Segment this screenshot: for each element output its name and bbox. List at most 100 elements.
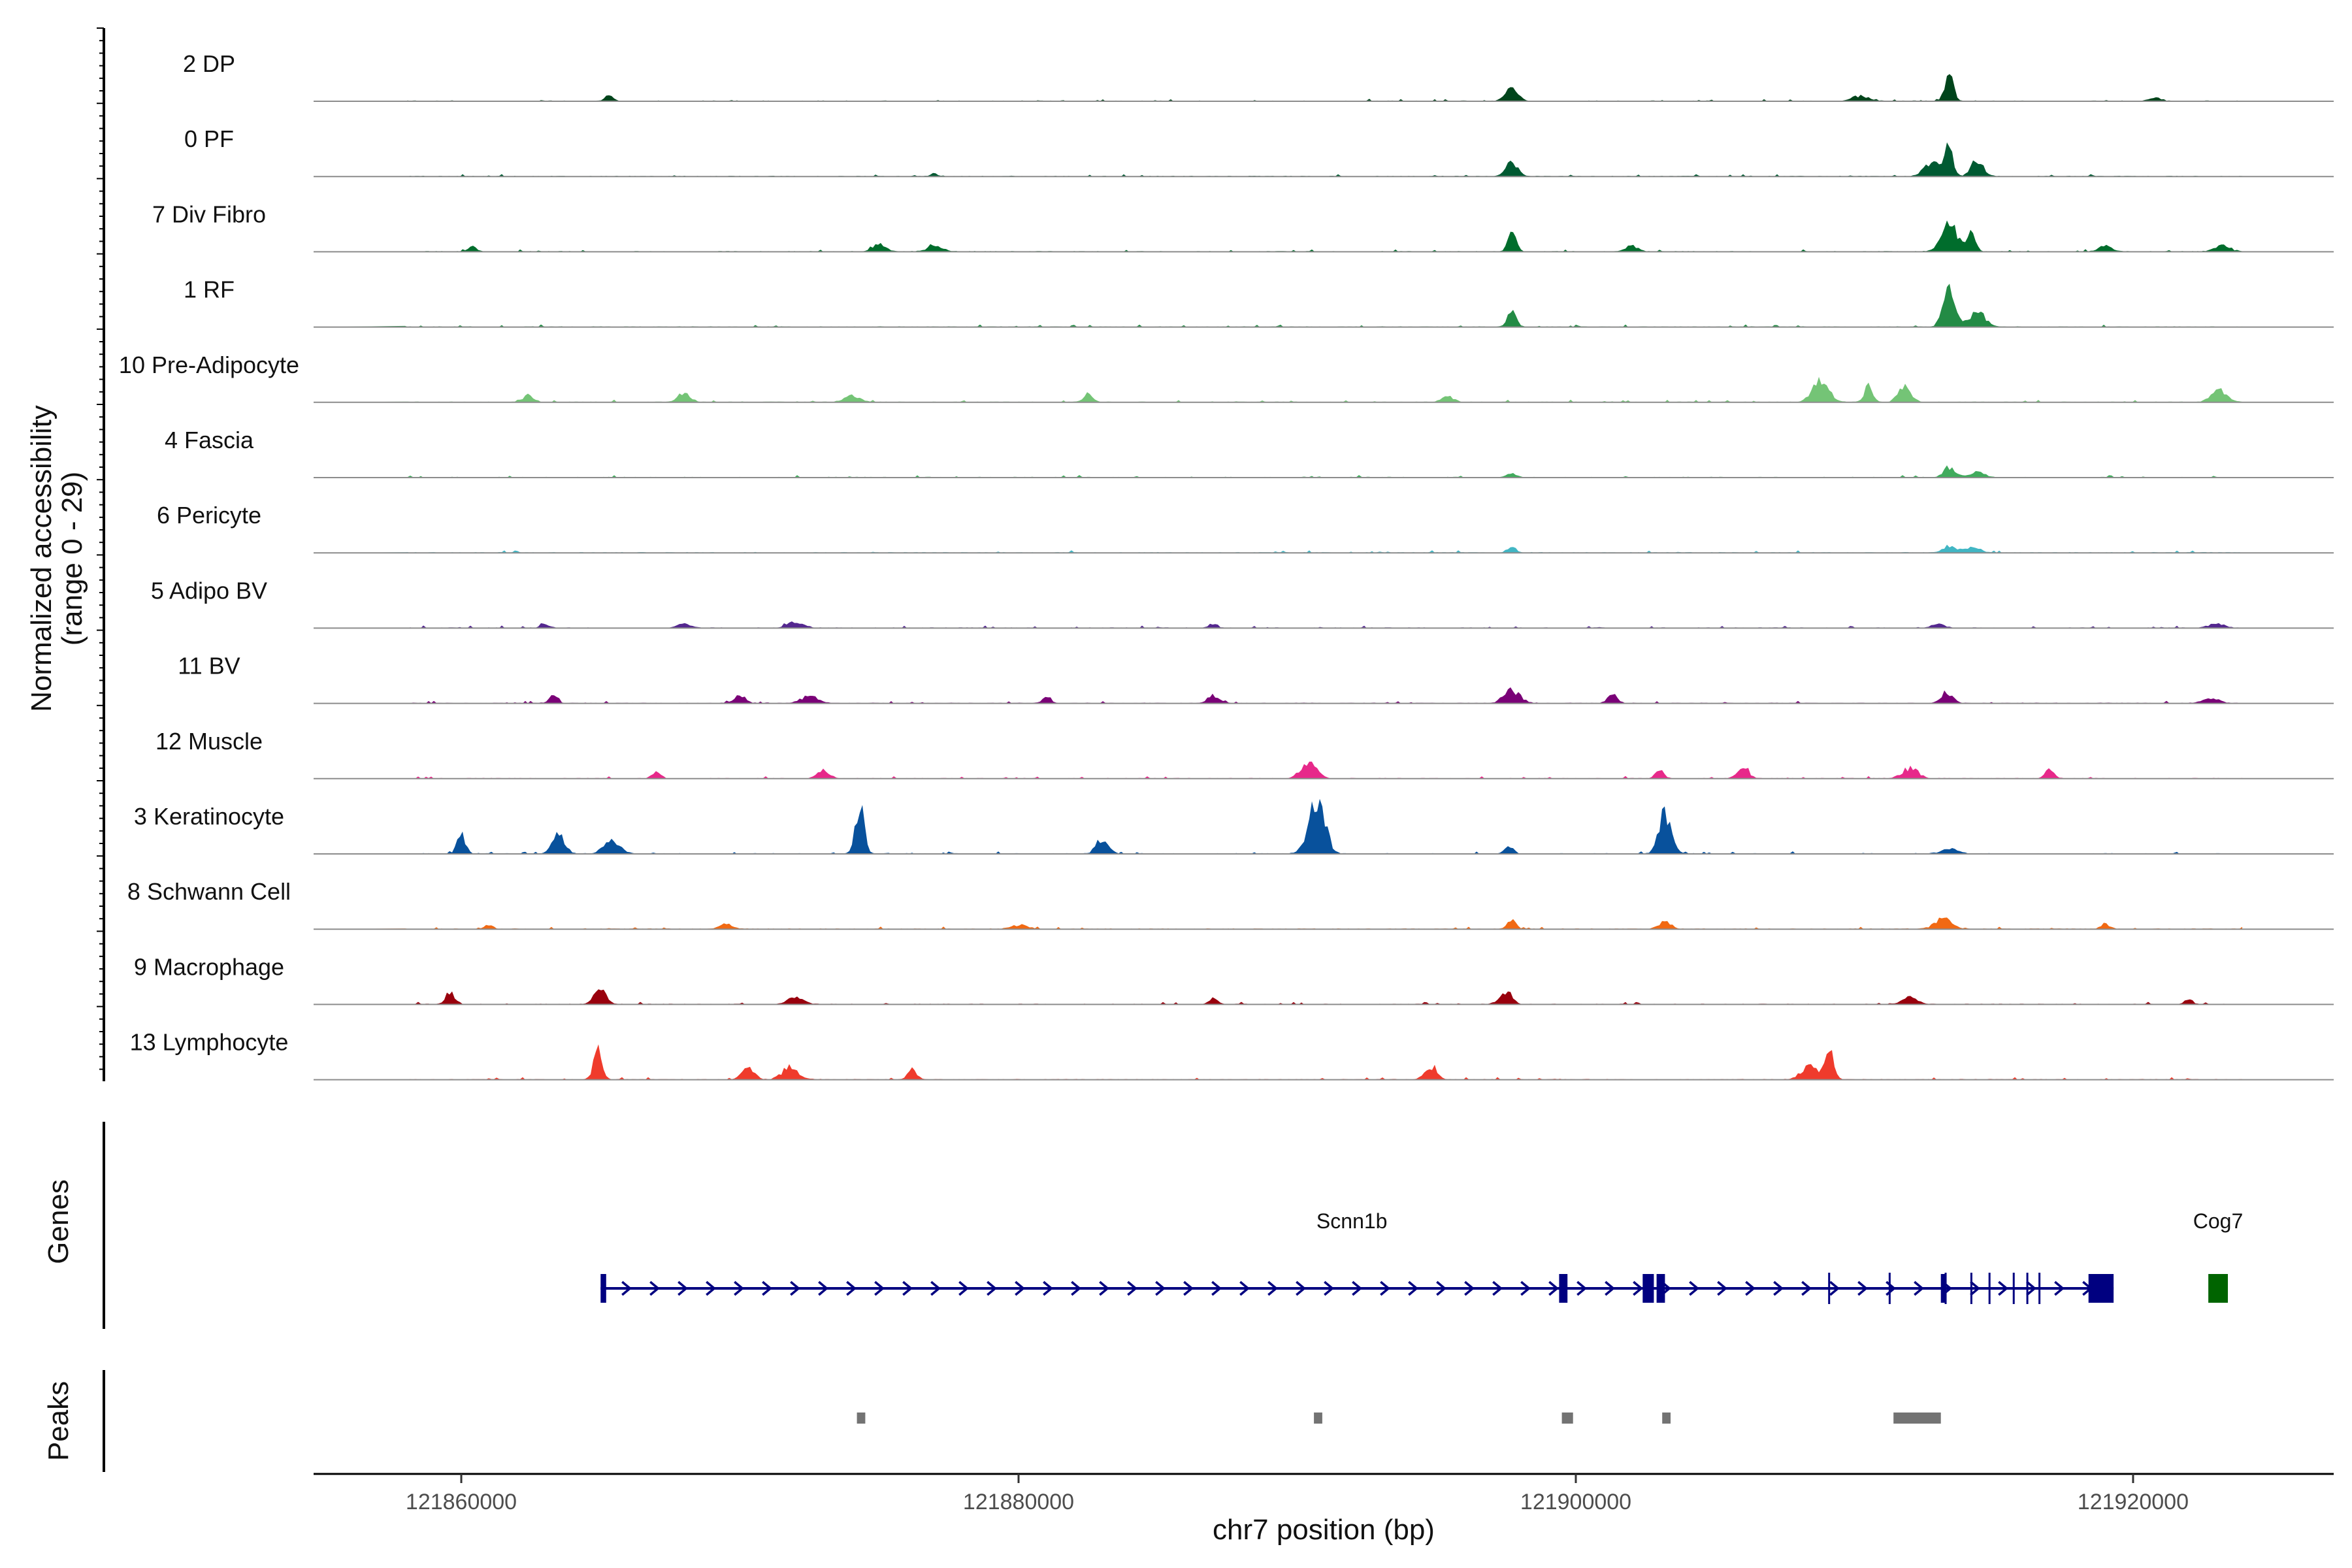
- strand-arrow: [818, 1281, 829, 1296]
- strand-arrow: [1296, 1281, 1307, 1296]
- strand-arrow: [1127, 1281, 1138, 1296]
- coverage-area: [314, 761, 2242, 779]
- strand-arrow: [1857, 1281, 1869, 1296]
- strand-arrow: [930, 1281, 941, 1296]
- strand-arrow: [706, 1281, 717, 1296]
- strand-arrow: [678, 1281, 689, 1296]
- gene-exon: [1656, 1274, 1665, 1303]
- strand-arrow: [762, 1281, 773, 1296]
- strand-arrow: [902, 1281, 913, 1296]
- x-tick-label: 121920000: [2078, 1490, 2189, 1514]
- strand-arrow: [1914, 1281, 1925, 1296]
- track-0-pf: 0 PF: [184, 125, 2334, 178]
- strand-arrow: [846, 1281, 857, 1296]
- coverage-area: [314, 1044, 2242, 1080]
- strand-arrow: [958, 1281, 970, 1296]
- strand-arrow: [1352, 1281, 1363, 1296]
- coverage-area: [314, 220, 2242, 252]
- strand-arrow: [2026, 1281, 2037, 1296]
- track-6-pericyte: 6 Pericyte: [157, 502, 2334, 554]
- gene-annotation-track: Scnn1b Cog7: [600, 1209, 2243, 1304]
- gene-scnn1b: Scnn1b: [600, 1209, 2114, 1304]
- track-label: 0 PF: [184, 125, 234, 152]
- track-4-fascia: 4 Fascia: [165, 427, 2334, 478]
- strand-arrow: [1689, 1281, 1700, 1296]
- genes-track-title: Genes: [42, 1179, 74, 1264]
- strand-arrow: [1408, 1281, 1419, 1296]
- strand-arrow: [1380, 1281, 1391, 1296]
- track-1-rf: 1 RF: [184, 276, 2334, 328]
- strand-arrow: [649, 1281, 661, 1296]
- track-label: 9 Macrophage: [134, 953, 284, 980]
- coverage-area: [314, 74, 2242, 101]
- coverage-tracks: 2 DP 0 PF 7 Div Fibro 1 RF 10 Pre-Adipocyte 4…: [119, 50, 2334, 1081]
- strand-arrow: [1998, 1281, 2009, 1296]
- coverage-area: [314, 284, 2242, 327]
- coverage-area: [314, 798, 2242, 854]
- strand-arrow: [1548, 1281, 1560, 1296]
- strand-arrow: [1436, 1281, 1447, 1296]
- strand-arrow: [1773, 1281, 1784, 1296]
- coverage-area: [314, 989, 2242, 1005]
- strand-arrow: [1324, 1281, 1335, 1296]
- strand-arrow: [874, 1281, 885, 1296]
- track-label: 1 RF: [184, 276, 235, 303]
- strand-arrow: [1717, 1281, 1728, 1296]
- peak-region: [857, 1413, 866, 1424]
- peak-region: [1561, 1413, 1573, 1424]
- strand-arrow: [2054, 1281, 2065, 1296]
- strand-arrow: [621, 1281, 632, 1296]
- track-label: 10 Pre-Adipocyte: [119, 351, 299, 378]
- strand-arrow: [1492, 1281, 1503, 1296]
- strand-arrow: [1970, 1281, 1981, 1296]
- strand-arrow: [1155, 1281, 1166, 1296]
- strand-arrow: [1745, 1281, 1756, 1296]
- strand-arrow: [1605, 1281, 1616, 1296]
- track-7-div-fibro: 7 Div Fibro: [152, 201, 2334, 253]
- strand-arrow: [1071, 1281, 1082, 1296]
- gene-label: Cog7: [2193, 1209, 2244, 1233]
- track-label: 11 BV: [178, 653, 240, 679]
- strand-arrow: [1801, 1281, 1812, 1296]
- x-tick-label: 121880000: [963, 1490, 1074, 1514]
- strand-arrow: [1633, 1281, 1644, 1296]
- strand-arrow: [1211, 1281, 1222, 1296]
- track-5-adipo-bv: 5 Adipo BV: [151, 577, 2334, 629]
- track-8-schwann-cell: 8 Schwann Cell: [127, 878, 2334, 930]
- track-label: 6 Pericyte: [157, 502, 261, 529]
- strand-arrow: [987, 1281, 998, 1296]
- track-9-macrophage: 9 Macrophage: [134, 953, 2334, 1005]
- track-label: 4 Fascia: [165, 427, 254, 453]
- track-13-lymphocyte: 13 Lymphocyte: [130, 1029, 2334, 1081]
- strand-arrow: [1183, 1281, 1194, 1296]
- track-label: 7 Div Fibro: [152, 201, 266, 227]
- strand-arrow: [1267, 1281, 1279, 1296]
- strand-arrow: [1099, 1281, 1110, 1296]
- x-axis: 121860000 121880000 121900000 121920000: [406, 1474, 2189, 1514]
- coverage-area: [314, 621, 2242, 629]
- strand-arrow: [1576, 1281, 1588, 1296]
- strand-arrow: [1239, 1281, 1250, 1296]
- track-label: 2 DP: [183, 50, 235, 77]
- x-tick-label: 121900000: [1520, 1490, 1631, 1514]
- coverage-area: [314, 376, 2242, 402]
- gene-label: Scnn1b: [1316, 1209, 1388, 1233]
- track-12-muscle: 12 Muscle: [155, 728, 2334, 779]
- peak-region: [1893, 1413, 1941, 1424]
- strand-arrow: [1829, 1281, 1840, 1296]
- coverage-area: [314, 142, 2242, 177]
- peak-regions-track: [857, 1413, 1941, 1424]
- gene-exon: [2208, 1274, 2228, 1303]
- track-label: 5 Adipo BV: [151, 577, 267, 604]
- track-label: 12 Muscle: [155, 728, 263, 755]
- track-label: 3 Keratinocyte: [134, 803, 284, 830]
- track-11-bv: 11 BV: [178, 653, 2334, 704]
- y-axis-range: (range 0 - 29): [56, 472, 88, 646]
- track-2-dp: 2 DP: [183, 50, 2334, 102]
- coverage-area: [314, 917, 2242, 930]
- strand-arrow: [790, 1281, 801, 1296]
- x-axis-title: chr7 position (bp): [1213, 1514, 1435, 1546]
- track-label: 13 Lymphocyte: [130, 1029, 289, 1056]
- x-tick-label: 121860000: [406, 1490, 517, 1514]
